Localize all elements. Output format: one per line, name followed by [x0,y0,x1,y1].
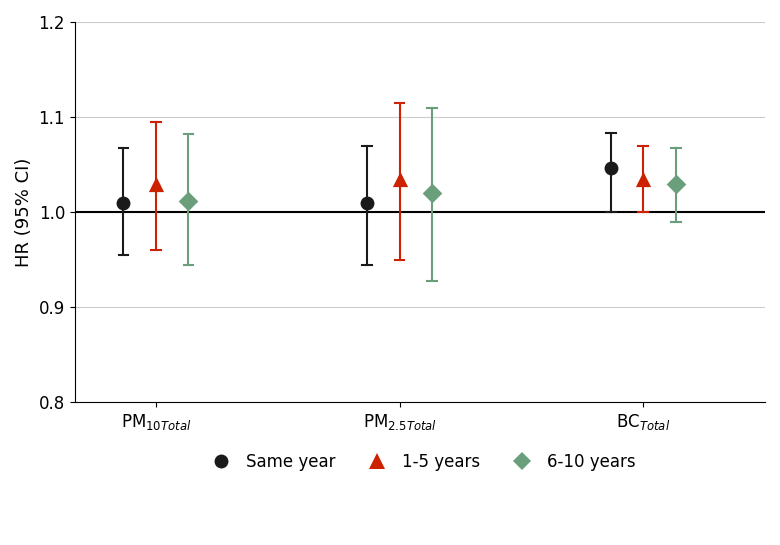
Y-axis label: HR (95% CI): HR (95% CI) [15,158,33,267]
Point [361,198,374,207]
Point [637,174,650,183]
Point [669,179,682,188]
Point [604,164,617,173]
Point [393,174,406,183]
Legend: Same year, 1-5 years, 6-10 years: Same year, 1-5 years, 6-10 years [197,446,642,478]
Point [150,179,162,188]
Point [117,198,129,207]
Point [183,196,195,205]
Point [426,189,438,197]
